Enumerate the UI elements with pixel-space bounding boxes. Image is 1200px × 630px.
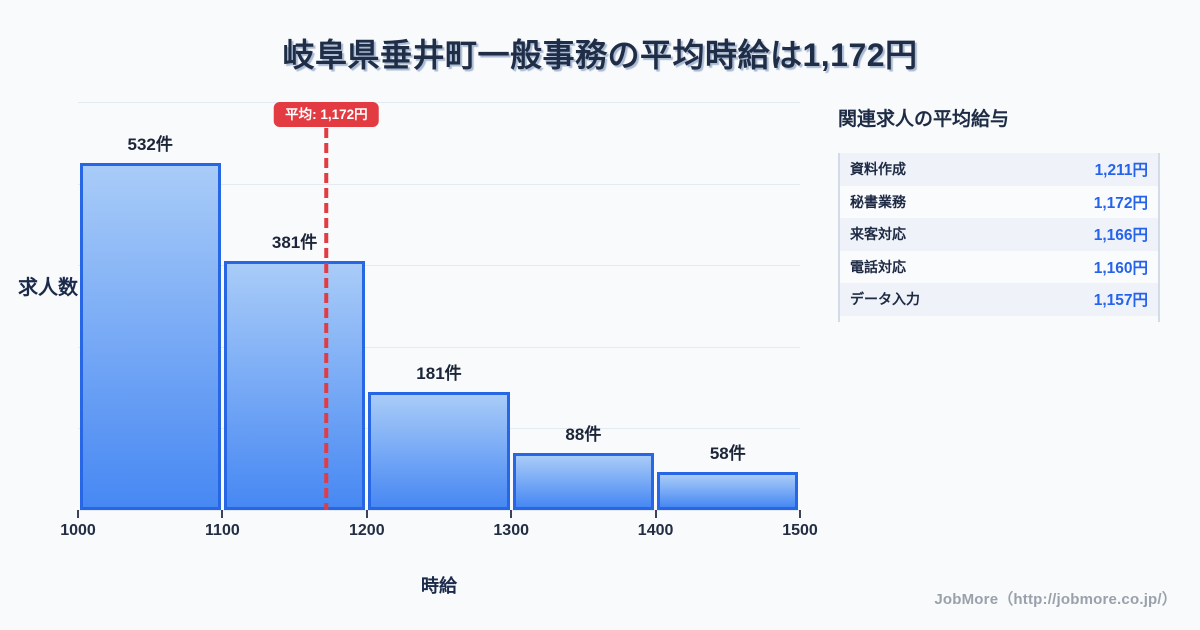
- bar-value-label: 58件: [709, 444, 746, 464]
- bar-slot: 58件: [656, 102, 800, 510]
- x-tick: [365, 510, 368, 518]
- bar-value-label: 532件: [127, 134, 173, 154]
- x-tick-label: 1000: [60, 522, 96, 539]
- x-tick: [799, 510, 801, 518]
- bar: [657, 472, 799, 510]
- x-tick: [221, 510, 224, 518]
- x-tick-label: 1400: [637, 522, 674, 539]
- side-panel-heading: 関連求人の平均給与: [838, 109, 1010, 130]
- salary-row: 資料作成 1,211円: [840, 153, 1158, 186]
- average-line: [324, 128, 329, 510]
- bar-slot: 181件: [367, 102, 511, 510]
- salary-row: 来客対応 1,166円: [840, 218, 1158, 251]
- side-panel: 関連求人の平均給与 資料作成 1,211円秘書業務 1,172円来客対応 1,166円…: [838, 104, 1160, 322]
- gridline: [78, 510, 800, 511]
- salary-label: 秘書業務: [850, 193, 906, 210]
- plot-area: 532件 381件 181件 88件 58件 1000 1100 1200 1300 1400 1…: [60, 102, 818, 539]
- gridline: [78, 102, 800, 103]
- bar-slot: 532件: [78, 102, 222, 510]
- bar-slot: 88件: [511, 102, 655, 510]
- salary-value: 1,166円: [1093, 227, 1148, 245]
- salary-label: データ入力: [850, 291, 920, 308]
- x-axis-label: 時給: [421, 576, 457, 596]
- bar: [512, 452, 655, 510]
- bar-slot: 381件: [222, 102, 366, 510]
- gridline: [78, 183, 800, 185]
- x-tick: [510, 510, 513, 518]
- y-axis-label: 求人数: [18, 277, 78, 299]
- gridline: [78, 346, 800, 348]
- x-tick-label: 1100: [205, 522, 240, 539]
- salary-value: 1,160円: [1093, 259, 1148, 277]
- average-badge: 平均: 1,172円: [274, 102, 379, 127]
- salary-row: 電話対応 1,160円: [840, 250, 1158, 283]
- bar: [79, 162, 221, 510]
- page-title: 岐阜県垂井町一般事務の平均時給は1,172円: [282, 37, 918, 73]
- salary-label: 資料作成: [850, 161, 906, 178]
- x-tick-label: 1300: [493, 522, 529, 539]
- salary-row: 秘書業務 1,172円: [840, 185, 1158, 218]
- x-tick: [77, 510, 79, 518]
- footer-credit: JobMore（http://jobmore.co.jp/）: [934, 591, 1177, 608]
- x-tick-label: 1500: [782, 522, 818, 539]
- bar-value-label: 181件: [416, 363, 462, 383]
- bar-value-label: 88件: [565, 424, 602, 444]
- salary-value: 1,172円: [1093, 194, 1148, 212]
- gridline: [78, 265, 800, 267]
- salary-value: 1,157円: [1093, 292, 1148, 310]
- bar: [223, 261, 366, 510]
- x-tick: [654, 510, 657, 518]
- salary-value: 1,211円: [1094, 162, 1148, 180]
- salary-label: 来客対応: [850, 226, 906, 243]
- salary-row: データ入力 1,157円: [840, 283, 1158, 316]
- bar-value-label: 381件: [271, 233, 318, 253]
- x-tick-label: 1200: [349, 522, 385, 539]
- salary-label: 電話対応: [850, 258, 906, 275]
- bar: [368, 391, 510, 510]
- salary-list: 資料作成 1,211円秘書業務 1,172円来客対応 1,166円電話対応 1,160円…: [838, 153, 1160, 322]
